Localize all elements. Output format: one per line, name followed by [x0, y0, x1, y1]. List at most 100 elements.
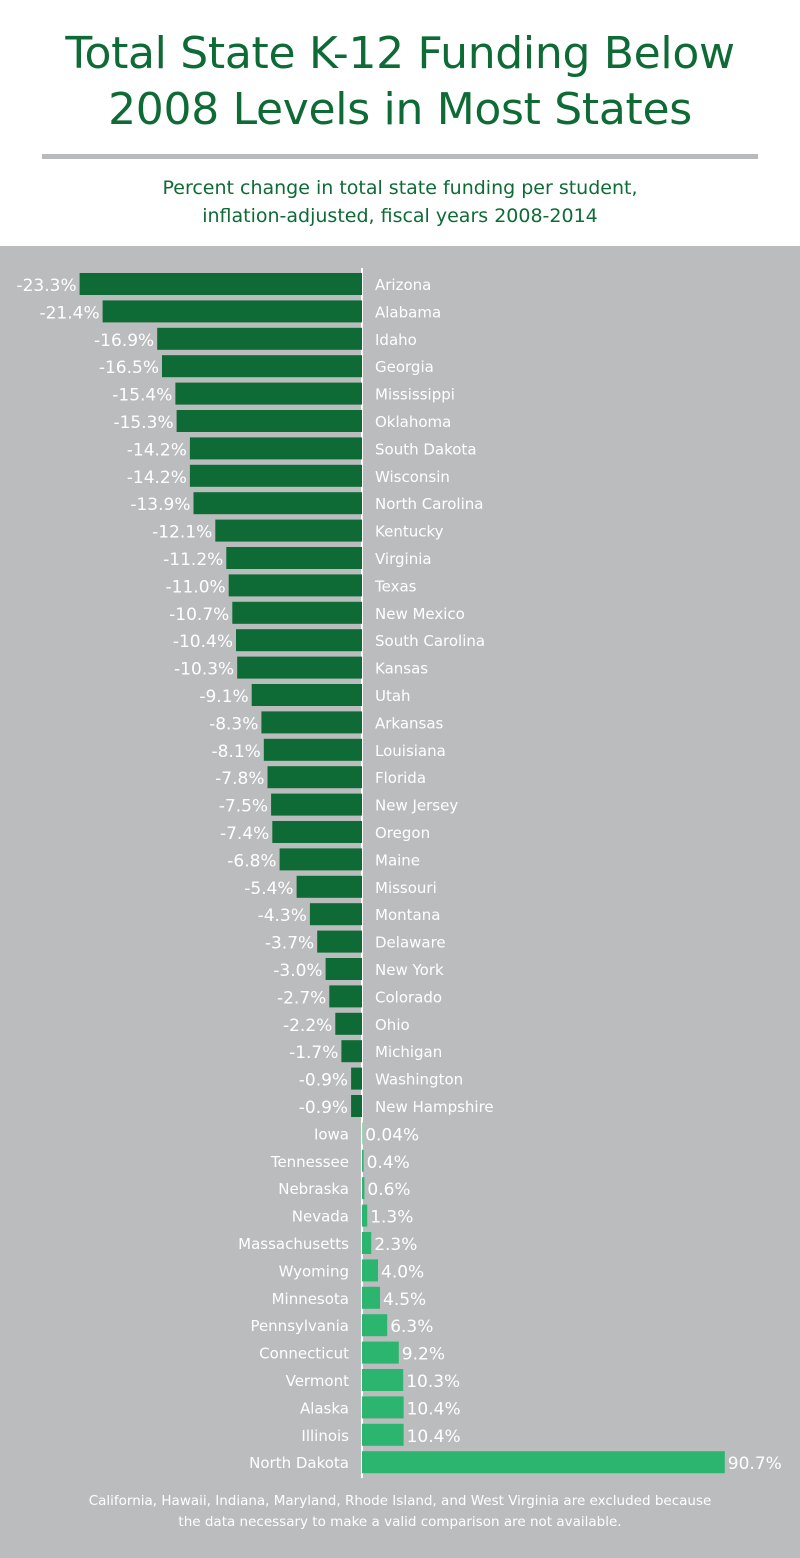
- bar-minnesota: [362, 1286, 380, 1309]
- value-label-louisiana: -8.1%: [211, 742, 260, 762]
- bar-new-jersey: [271, 793, 362, 816]
- bar-new-mexico: [232, 601, 362, 624]
- chart-subtitle-line-1: Percent change in total state funding pe…: [162, 177, 638, 199]
- category-label-utah: Utah: [375, 687, 411, 705]
- bar-maine: [279, 848, 362, 871]
- bar-kansas: [237, 656, 362, 679]
- bar-texas: [228, 574, 362, 597]
- bar-nevada: [362, 1204, 368, 1227]
- category-label-south-carolina: South Carolina: [375, 632, 485, 650]
- value-label-south-carolina: -10.4%: [173, 632, 233, 652]
- bar-louisiana: [263, 738, 362, 761]
- category-label-alaska: Alaska: [300, 1399, 349, 1417]
- category-label-maine: Maine: [375, 851, 420, 869]
- value-label-nevada: 1.3%: [370, 1208, 413, 1228]
- value-label-nebraska: 0.6%: [367, 1180, 410, 1200]
- category-label-massachusetts: Massachusetts: [238, 1235, 349, 1253]
- value-label-wisconsin: -14.2%: [127, 468, 187, 488]
- bar-missouri: [296, 875, 362, 898]
- bar-delaware: [317, 930, 362, 953]
- value-label-kansas: -10.3%: [174, 660, 234, 680]
- value-label-new-york: -3.0%: [273, 961, 322, 981]
- chart-title: Total State K-12 Funding Below 2008 Leve…: [0, 26, 800, 138]
- value-label-virginia: -11.2%: [163, 550, 223, 570]
- category-label-wyoming: Wyoming: [279, 1262, 349, 1280]
- value-label-montana: -4.3%: [258, 906, 307, 926]
- title-divider: [42, 154, 758, 159]
- category-label-georgia: Georgia: [375, 358, 434, 376]
- category-label-connecticut: Connecticut: [259, 1345, 349, 1363]
- category-label-wisconsin: Wisconsin: [375, 468, 450, 486]
- footnote: California, Hawaii, Indiana, Maryland, R…: [0, 1491, 800, 1533]
- category-label-minnesota: Minnesota: [272, 1290, 349, 1308]
- bar-nebraska: [362, 1177, 365, 1200]
- value-label-minnesota: 4.5%: [383, 1290, 426, 1310]
- bar-arizona: [79, 273, 362, 295]
- category-label-nevada: Nevada: [292, 1208, 349, 1226]
- value-label-iowa: 0.04%: [365, 1125, 419, 1145]
- value-label-oklahoma: -15.3%: [113, 413, 173, 433]
- category-label-pennsylvania: Pennsylvania: [250, 1317, 349, 1335]
- bar-arkansas: [261, 711, 362, 734]
- bar-wyoming: [362, 1259, 378, 1282]
- value-label-oregon: -7.4%: [220, 824, 269, 844]
- category-label-tennessee: Tennessee: [270, 1153, 349, 1171]
- bar-massachusetts: [362, 1232, 372, 1254]
- category-label-north-carolina: North Carolina: [375, 495, 483, 513]
- category-label-montana: Montana: [375, 906, 440, 924]
- bar-pennsylvania: [362, 1314, 388, 1337]
- bar-colorado: [329, 985, 362, 1008]
- value-label-north-carolina: -13.9%: [130, 495, 190, 515]
- value-label-pennsylvania: 6.3%: [390, 1317, 433, 1337]
- value-label-maine: -6.8%: [227, 851, 276, 871]
- footnote-line-2: the data necessary to make a valid compa…: [178, 1514, 622, 1530]
- value-label-idaho: -16.9%: [94, 331, 154, 351]
- category-label-new-jersey: New Jersey: [375, 797, 458, 815]
- category-label-new-hampshire: New Hampshire: [375, 1098, 494, 1116]
- value-label-kentucky: -12.1%: [152, 523, 212, 543]
- category-label-illinois: Illinois: [301, 1427, 349, 1445]
- bar-south-dakota: [189, 437, 362, 460]
- category-label-virginia: Virginia: [375, 550, 432, 568]
- bar-alaska: [362, 1396, 404, 1419]
- value-label-michigan: -1.7%: [289, 1043, 338, 1063]
- bar-alabama: [102, 300, 362, 323]
- category-label-new-mexico: New Mexico: [375, 605, 465, 623]
- bar-oklahoma: [176, 410, 362, 432]
- category-label-vermont: Vermont: [286, 1372, 350, 1390]
- category-label-michigan: Michigan: [375, 1043, 442, 1061]
- category-label-south-dakota: South Dakota: [375, 440, 477, 458]
- value-label-delaware: -3.7%: [265, 934, 314, 954]
- bar-utah: [251, 684, 362, 706]
- bar-north-carolina: [193, 492, 362, 515]
- category-label-mississippi: Mississippi: [375, 386, 455, 404]
- bar-oregon: [272, 821, 362, 843]
- value-label-vermont: 10.3%: [406, 1372, 460, 1392]
- value-label-missouri: -5.4%: [244, 879, 293, 899]
- value-label-wyoming: 4.0%: [381, 1262, 424, 1282]
- value-label-connecticut: 9.2%: [402, 1345, 445, 1365]
- value-label-tennessee: 0.4%: [367, 1153, 410, 1173]
- bar-georgia: [162, 355, 362, 378]
- chart-title-line-2: 2008 Levels in Most States: [108, 84, 692, 135]
- value-label-alaska: 10.4%: [407, 1399, 461, 1419]
- value-label-new-hampshire: -0.9%: [299, 1098, 348, 1118]
- category-label-florida: Florida: [375, 769, 426, 787]
- category-label-oregon: Oregon: [375, 824, 430, 842]
- bar-illinois: [362, 1423, 404, 1446]
- value-label-arizona: -23.3%: [16, 276, 76, 296]
- bar-virginia: [226, 547, 362, 569]
- category-label-colorado: Colorado: [375, 988, 442, 1006]
- bar-new-hampshire: [351, 1095, 362, 1117]
- bar-washington: [351, 1067, 362, 1090]
- bar-idaho: [157, 327, 362, 350]
- category-label-arkansas: Arkansas: [375, 714, 444, 732]
- value-label-new-jersey: -7.5%: [219, 797, 268, 817]
- category-label-arizona: Arizona: [375, 276, 431, 294]
- bar-mississippi: [175, 382, 362, 405]
- bar-south-carolina: [236, 629, 362, 652]
- value-label-washington: -0.9%: [299, 1071, 348, 1091]
- chart-header: Total State K-12 Funding Below 2008 Leve…: [0, 0, 800, 246]
- category-label-idaho: Idaho: [375, 331, 417, 349]
